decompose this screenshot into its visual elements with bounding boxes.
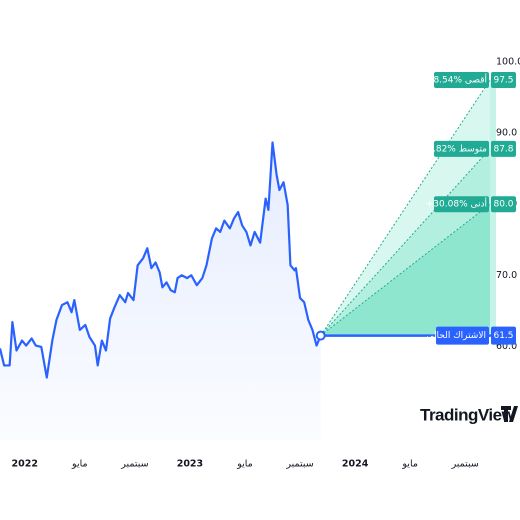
current-price: 61.5 [493,331,513,341]
current-label-box [436,326,489,345]
price-area [0,142,321,440]
x-tick-label: 2024 [342,459,369,470]
watermark: TradingView [420,405,516,424]
target-label: +30.08% أدنى [426,198,487,210]
y-tick-label: 60.0 [496,341,517,352]
x-tick-label: مايو [401,459,418,470]
x-tick-label: سبتمبر [285,459,313,470]
x-tick-label: سبتمبر [451,459,479,470]
x-tick-label: مايو [236,459,253,470]
y-tick-label: 90.0 [496,128,517,139]
target-price-box [491,140,516,157]
y-tick-label: 70.0 [496,270,517,281]
current-label: الاشتراك الحالي [426,331,486,341]
forecast-line [320,79,491,336]
target-label-box [434,71,489,88]
x-tick-label: 2022 [12,459,38,470]
price-line [0,141,322,379]
target-price-box [491,71,516,88]
x-tick-label: سبتمبر [120,459,148,470]
x-tick-label: مايو [71,459,88,470]
target-price: 97.5 [493,75,513,85]
target-price-box [491,196,516,213]
target-label-box [434,196,489,213]
current-point [315,330,326,341]
target-label-box [434,140,489,157]
target-label: +42.82% متوسط [414,144,487,154]
current-price-box [491,326,516,345]
target-label: +58.54% أقصى [420,73,487,85]
target-price: 87.8 [493,144,513,154]
logo: TradingView [420,405,518,424]
y-tick-label: 100.0 [496,57,520,68]
logo-mark [501,406,518,422]
target-price: 80.0 [493,200,513,210]
x-tick-label: 2023 [177,459,203,470]
